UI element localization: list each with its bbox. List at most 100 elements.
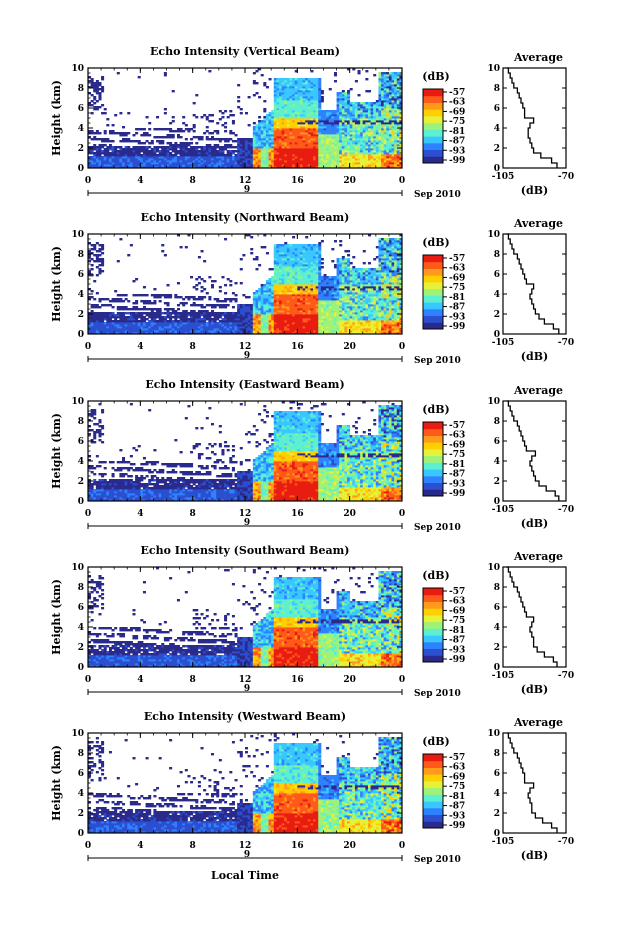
heatmap-cell bbox=[350, 102, 353, 104]
heatmap-cell bbox=[250, 138, 253, 140]
heatmap-cell bbox=[96, 80, 99, 82]
heatmap-cell bbox=[221, 138, 224, 140]
heatmap-cell bbox=[101, 244, 104, 246]
heatmap-cell bbox=[112, 130, 115, 132]
heatmap-cell bbox=[127, 138, 130, 140]
colorbar-swatch bbox=[423, 129, 443, 136]
colorbar-tick-label: -63 bbox=[449, 98, 465, 108]
heatmap-cell bbox=[93, 260, 96, 262]
heatmap-cell bbox=[255, 268, 258, 270]
heatmap-cell bbox=[318, 78, 321, 80]
heatmap-cell bbox=[156, 320, 159, 322]
heatmap-cell bbox=[266, 280, 269, 282]
heatmap-cell bbox=[227, 312, 230, 314]
heatmap-cell bbox=[180, 246, 183, 248]
heatmap-cell bbox=[159, 294, 162, 296]
heatmap-cell bbox=[117, 306, 120, 308]
heatmap-cell bbox=[216, 150, 219, 152]
heatmap-cell bbox=[91, 248, 94, 250]
heatmap-cell bbox=[224, 126, 227, 128]
heatmap-cell bbox=[104, 138, 107, 140]
heatmap-cell bbox=[240, 268, 243, 270]
heatmap-cell bbox=[344, 92, 347, 94]
heatmap-cell bbox=[253, 126, 256, 128]
heatmap-cell bbox=[93, 96, 96, 98]
x-tick-label: 4 bbox=[137, 176, 143, 186]
panel-title: Echo Intensity (Vertical Beam) bbox=[150, 45, 340, 58]
heatmap-cell bbox=[122, 132, 125, 134]
heatmap-cell bbox=[365, 70, 368, 72]
heatmap-cell bbox=[177, 144, 180, 146]
heatmap-cell bbox=[148, 308, 151, 310]
heatmap-cell bbox=[203, 132, 206, 134]
heatmap-cell bbox=[140, 142, 143, 144]
heatmap-cell bbox=[146, 294, 149, 296]
heatmap-cell bbox=[253, 292, 256, 294]
heatmap-cell bbox=[159, 308, 162, 310]
heatmap-cell bbox=[211, 132, 214, 134]
heatmap-cell bbox=[138, 294, 141, 296]
heatmap-cell bbox=[334, 72, 337, 74]
heatmap-cell bbox=[203, 310, 206, 312]
heatmap-cell bbox=[91, 268, 94, 270]
heatmap-cell bbox=[329, 88, 332, 90]
heatmap-cell bbox=[164, 294, 167, 296]
heatmap-cell bbox=[227, 278, 230, 280]
heatmap-cell bbox=[190, 296, 193, 298]
heatmap-cells bbox=[88, 68, 402, 168]
heatmap-cell bbox=[127, 132, 130, 134]
heatmap-cell bbox=[203, 306, 206, 308]
heatmap-cell bbox=[96, 304, 99, 306]
heatmap-cell bbox=[177, 308, 180, 310]
heatmap-cell bbox=[193, 136, 196, 138]
heatmap-cell bbox=[140, 294, 143, 296]
heatmap-cell bbox=[91, 304, 94, 306]
heatmap-cell bbox=[140, 300, 143, 302]
heatmap-cell bbox=[237, 96, 240, 98]
heatmap-cell bbox=[219, 118, 222, 120]
heatmap-cell bbox=[206, 130, 209, 132]
heatmap-cell bbox=[156, 154, 159, 156]
heatmap-cell bbox=[211, 120, 214, 122]
heatmap-cell bbox=[258, 116, 261, 118]
heatmap-cell bbox=[198, 150, 201, 152]
heatmap-cell bbox=[98, 244, 101, 246]
heatmap-cell bbox=[224, 154, 227, 156]
average-y-tick-label: 10 bbox=[487, 64, 500, 74]
y-tick-label: 10 bbox=[71, 64, 84, 74]
heatmap-cell bbox=[219, 286, 222, 288]
heatmap-cell bbox=[208, 276, 211, 278]
heatmap-cell bbox=[117, 146, 120, 148]
heatmap-cell bbox=[143, 316, 146, 318]
heatmap-cell bbox=[169, 142, 172, 144]
colorbar-tick-label: -87 bbox=[449, 137, 465, 147]
heatmap-cell bbox=[93, 102, 96, 104]
heatmap-cell bbox=[358, 70, 361, 72]
heatmap-cell bbox=[242, 304, 245, 306]
heatmap-cell bbox=[229, 114, 232, 116]
heatmap-cell bbox=[156, 294, 159, 296]
heatmap-cell bbox=[167, 302, 170, 304]
heatmap-cell bbox=[172, 308, 175, 310]
heatmap-cell bbox=[208, 114, 211, 116]
heatmap-cell bbox=[117, 150, 120, 152]
heatmap-cell bbox=[98, 312, 101, 314]
heatmap-cell bbox=[117, 72, 120, 74]
heatmap-cell bbox=[169, 152, 172, 154]
heatmap-cell bbox=[269, 278, 272, 280]
heatmap-cell bbox=[127, 312, 130, 314]
heatmap-cell bbox=[221, 276, 224, 278]
heatmap-cell bbox=[248, 296, 251, 298]
heatmap-cell bbox=[143, 294, 146, 296]
heatmap-cell bbox=[195, 142, 198, 144]
heatmap-cell bbox=[269, 78, 272, 80]
heatmap-cell bbox=[156, 136, 159, 138]
heatmap-cell bbox=[258, 264, 261, 266]
heatmap-cell bbox=[180, 128, 183, 130]
heatmap-cell bbox=[201, 290, 204, 292]
heatmap-cell bbox=[255, 82, 258, 84]
heatmap-cell bbox=[98, 254, 101, 256]
heatmap-cell bbox=[101, 312, 104, 314]
heatmap-cell bbox=[253, 94, 256, 96]
heatmap-cell bbox=[208, 70, 211, 72]
